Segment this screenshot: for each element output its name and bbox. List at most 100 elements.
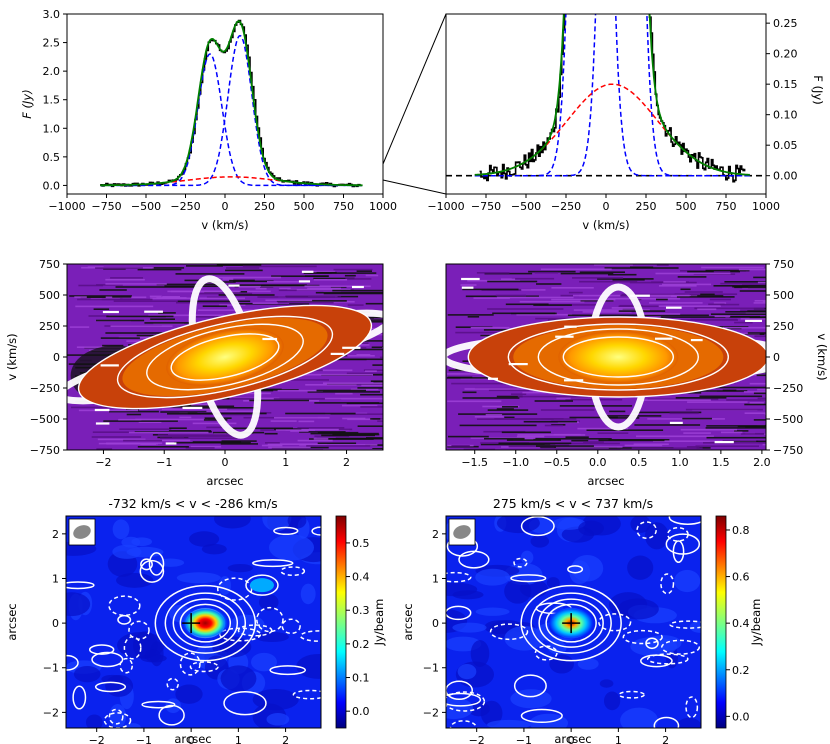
x-tick-label: −2: [469, 734, 485, 744]
noise-streak: [482, 405, 520, 408]
noise-streak: [662, 283, 712, 286]
noise-streak: [137, 446, 189, 448]
noise-streak: [348, 355, 375, 357]
noise-streak: [344, 274, 356, 277]
y-tick-label: −250: [30, 382, 60, 395]
noise-streak: [621, 293, 685, 296]
noise-streak: [484, 437, 525, 440]
noise-patch: [480, 700, 503, 726]
source-contour: [154, 584, 257, 662]
zoom-connector-top: [382, 13, 447, 165]
noise-streak: [323, 292, 383, 295]
noise-patch: [530, 535, 550, 548]
y-tick-label: 1.5: [43, 94, 61, 107]
noise-streak: [476, 272, 510, 274]
noise-streak: [144, 322, 208, 324]
noise-streak: [485, 414, 503, 416]
noise-streak: [638, 399, 711, 401]
colorbar-tick-label: 0.4: [732, 617, 750, 630]
noise-streak: [608, 273, 637, 276]
x-tick-label: 1000: [752, 200, 780, 213]
noise-streak: [140, 443, 156, 445]
noise-streak: [333, 268, 373, 271]
y-tick-label: 0: [773, 351, 780, 364]
noise-streak: [360, 406, 383, 408]
noise-streak: [533, 304, 572, 306]
noise-streak: [273, 398, 342, 400]
colorbar-tick-label: 0.8: [732, 524, 750, 537]
noise-streak: [317, 431, 359, 434]
noise-streak: [753, 276, 766, 279]
noise-streak: [505, 303, 549, 306]
x-tick-label: −250: [551, 200, 581, 213]
noise-streak: [536, 283, 562, 285]
x-tick-label: 0.5: [630, 456, 648, 469]
secondary-contour: [245, 574, 279, 596]
noise-streak: [483, 329, 512, 331]
noise-streak: [653, 440, 723, 442]
noise-patch: [529, 713, 569, 728]
noise-streak: [178, 405, 235, 408]
noise-streak: [301, 428, 350, 431]
noise-patch: [296, 653, 321, 679]
noise-streak: [706, 436, 766, 439]
noise-streak: [675, 397, 727, 399]
noise-streak: [745, 426, 766, 428]
noise-streak: [216, 264, 262, 266]
noise-streak: [451, 445, 470, 447]
noise-streak: [110, 325, 173, 327]
noise-patch: [630, 516, 651, 533]
positive-contour: [269, 665, 307, 676]
noise-streak: [110, 277, 143, 279]
positive-contour: [141, 700, 176, 709]
noise-streak: [74, 296, 87, 298]
positive-contour: [66, 581, 95, 590]
noise-streak: [458, 413, 538, 415]
noise-streak: [276, 429, 316, 431]
negative-contour: [179, 652, 201, 676]
noise-streak: [714, 315, 731, 318]
noise-streak: [95, 267, 143, 269]
noise-streak: [624, 444, 663, 447]
noise-patch: [125, 723, 141, 728]
noise-streak: [683, 432, 711, 434]
y-tick-label: 750: [39, 258, 60, 271]
noise-streak: [647, 398, 719, 401]
noise-streak: [745, 312, 766, 314]
positive-contour: [672, 540, 685, 563]
noise-streak: [632, 411, 702, 414]
noise-streak: [96, 284, 123, 286]
noise-patch: [85, 714, 103, 728]
y-tick-label: 3.0: [43, 8, 61, 21]
noise-patch: [504, 578, 532, 604]
noise-streak: [80, 296, 123, 299]
noise-streak: [160, 437, 238, 439]
noise-streak: [161, 408, 228, 411]
x-tick-label: 1: [282, 456, 289, 469]
noise-streak: [637, 294, 690, 297]
noise-contour-dash: [301, 270, 314, 273]
noise-streak: [725, 311, 766, 313]
map-red-ylabel: arcsec: [401, 603, 415, 640]
x-tick-label: −1: [136, 734, 152, 744]
noise-streak: [202, 305, 228, 307]
noise-streak: [176, 301, 235, 304]
noise-streak: [722, 326, 766, 329]
noise-streak: [502, 406, 518, 408]
noise-patch: [603, 691, 621, 711]
x-tick-label: 1: [235, 734, 242, 744]
noise-streak: [92, 431, 140, 433]
map-blue-xlabel: arcsec: [174, 732, 211, 744]
noise-streak: [357, 387, 383, 389]
noise-streak: [377, 420, 383, 422]
noise-patch: [101, 674, 124, 684]
noise-streak: [184, 279, 200, 282]
noise-streak: [156, 297, 187, 299]
x-tick-label: −0.5: [543, 456, 570, 469]
noise-streak: [734, 430, 749, 432]
noise-patch: [212, 636, 252, 658]
noise-streak: [249, 399, 309, 402]
negative-contour: [598, 613, 632, 632]
positive-contour: [94, 681, 127, 693]
pv-diagram-right-panel: −1.5 −1.0 −0.5 0.0 0.5 1.0 1.5 2.0−750 −500 −250 0…: [445, 258, 829, 488]
